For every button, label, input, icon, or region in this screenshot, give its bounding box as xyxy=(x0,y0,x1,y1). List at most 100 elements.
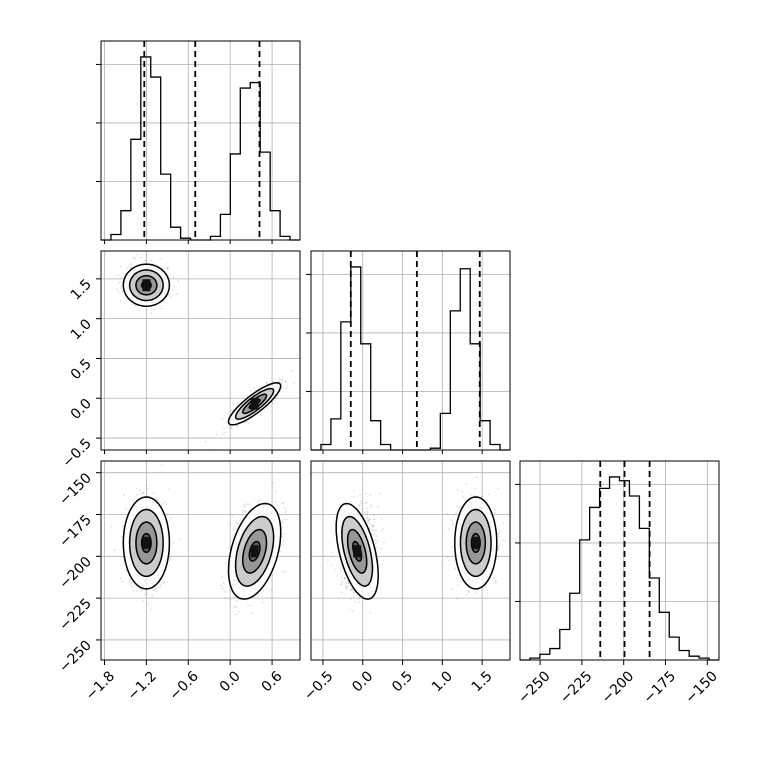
scatter-point xyxy=(470,494,473,497)
scatter-point xyxy=(286,518,289,520)
scatter-point xyxy=(172,542,174,545)
scatter-point xyxy=(169,557,172,560)
contour-p1-p2-B-0 xyxy=(227,382,282,426)
scatter-point xyxy=(132,303,134,305)
scatter-point xyxy=(378,492,381,495)
scatter-point xyxy=(142,491,144,494)
scatter-point xyxy=(236,402,239,404)
scatter-point xyxy=(282,533,285,535)
scatter-point xyxy=(497,533,500,535)
scatter-point xyxy=(494,509,496,511)
scatter-point xyxy=(347,582,350,585)
scatter-point xyxy=(260,413,263,416)
scatter-point xyxy=(447,528,450,530)
scatter-point xyxy=(143,259,146,262)
scatter-point xyxy=(120,280,123,283)
scatter-point xyxy=(504,539,507,542)
scatter-point xyxy=(113,548,116,551)
scatter-point xyxy=(349,608,351,611)
scatter-point xyxy=(123,494,125,497)
contour-p2-p3-B-1 xyxy=(341,515,374,587)
scatter-point xyxy=(371,530,373,532)
scatter-point xyxy=(358,503,360,506)
scatter-point xyxy=(169,274,171,277)
scatter-point xyxy=(233,597,236,599)
scatter-point xyxy=(241,509,244,512)
scatter-point xyxy=(160,464,163,466)
scatter-point xyxy=(224,590,226,593)
scatter-point xyxy=(120,265,122,268)
scatter-point xyxy=(486,592,489,594)
scatter-point xyxy=(128,579,131,581)
x-tick-label-p1-0: −1.8 xyxy=(83,668,118,703)
scatter-point xyxy=(279,550,282,553)
contour-p1-p3-A-2 xyxy=(135,521,158,565)
x-tick-label-p2-1: 0.0 xyxy=(349,668,376,695)
scatter-point xyxy=(145,484,148,487)
scatter-point xyxy=(350,589,352,592)
scatter-point xyxy=(330,564,333,567)
scatter-point xyxy=(159,584,162,587)
scatter-point xyxy=(152,491,155,494)
scatter-point xyxy=(282,502,284,505)
scatter-point xyxy=(166,267,169,269)
scatter-point xyxy=(351,610,354,612)
scatter-point xyxy=(465,594,468,596)
scatter-point xyxy=(366,517,368,520)
scatter-point xyxy=(281,502,284,505)
scatter-point xyxy=(359,504,361,507)
scatter-point xyxy=(161,503,164,505)
scatter-point xyxy=(221,432,224,435)
scatter-point xyxy=(265,381,268,384)
contour-p1-p3-B-1 xyxy=(234,515,275,587)
contour-p2-p3-A-0 xyxy=(454,496,498,590)
scatter-point xyxy=(284,381,287,383)
scatter-point xyxy=(119,300,122,302)
scatter-point xyxy=(151,595,154,598)
scatter-point xyxy=(457,506,460,509)
scatter-point xyxy=(156,591,159,593)
scatter-point xyxy=(141,589,144,592)
scatter-point xyxy=(354,600,357,603)
scatter-point xyxy=(230,409,233,412)
scatter-point xyxy=(121,580,123,582)
panel-frame-0-0 xyxy=(100,40,301,241)
panel-frame-2-2 xyxy=(519,460,720,661)
scatter-point xyxy=(484,585,487,588)
contour-p2-p3-A-2 xyxy=(465,521,487,565)
scatter-point xyxy=(447,559,450,562)
grid-layer xyxy=(101,41,719,660)
histogram-p3 xyxy=(520,476,719,661)
scatter-point xyxy=(382,559,385,562)
scatter-point xyxy=(129,581,132,584)
scatter-point xyxy=(243,504,245,506)
scatter-point xyxy=(365,502,367,504)
scatter-point xyxy=(172,275,175,278)
scatter-point xyxy=(160,308,163,310)
scatter-point xyxy=(247,503,250,505)
scatter-point xyxy=(280,379,283,382)
scatter-point xyxy=(159,305,162,307)
scatter-point xyxy=(155,497,158,499)
scatter-point xyxy=(452,523,454,525)
scatter-point xyxy=(345,585,348,588)
scatter-point xyxy=(136,253,139,256)
scatter-point xyxy=(351,588,354,591)
scatter-point xyxy=(121,290,124,292)
contour-p1-p2-A-0 xyxy=(122,263,171,307)
scatter-point xyxy=(281,522,284,525)
scatter-point xyxy=(498,535,500,538)
scatter-point xyxy=(220,584,223,587)
scatter-point xyxy=(366,510,369,513)
y-tick-label-p3-1: −225 xyxy=(56,596,95,635)
scatter-point xyxy=(118,281,121,284)
scatter-point xyxy=(257,501,259,503)
scatter-point xyxy=(502,539,504,542)
contour-p2-p3-A-1 xyxy=(459,508,492,578)
scatter-point xyxy=(173,285,175,288)
scatter-point xyxy=(271,482,274,484)
y-tick-label-p2-1: 0.0 xyxy=(68,396,95,423)
scatter-point xyxy=(352,595,355,597)
scatter-point xyxy=(121,535,123,538)
scatter-point xyxy=(285,387,287,389)
